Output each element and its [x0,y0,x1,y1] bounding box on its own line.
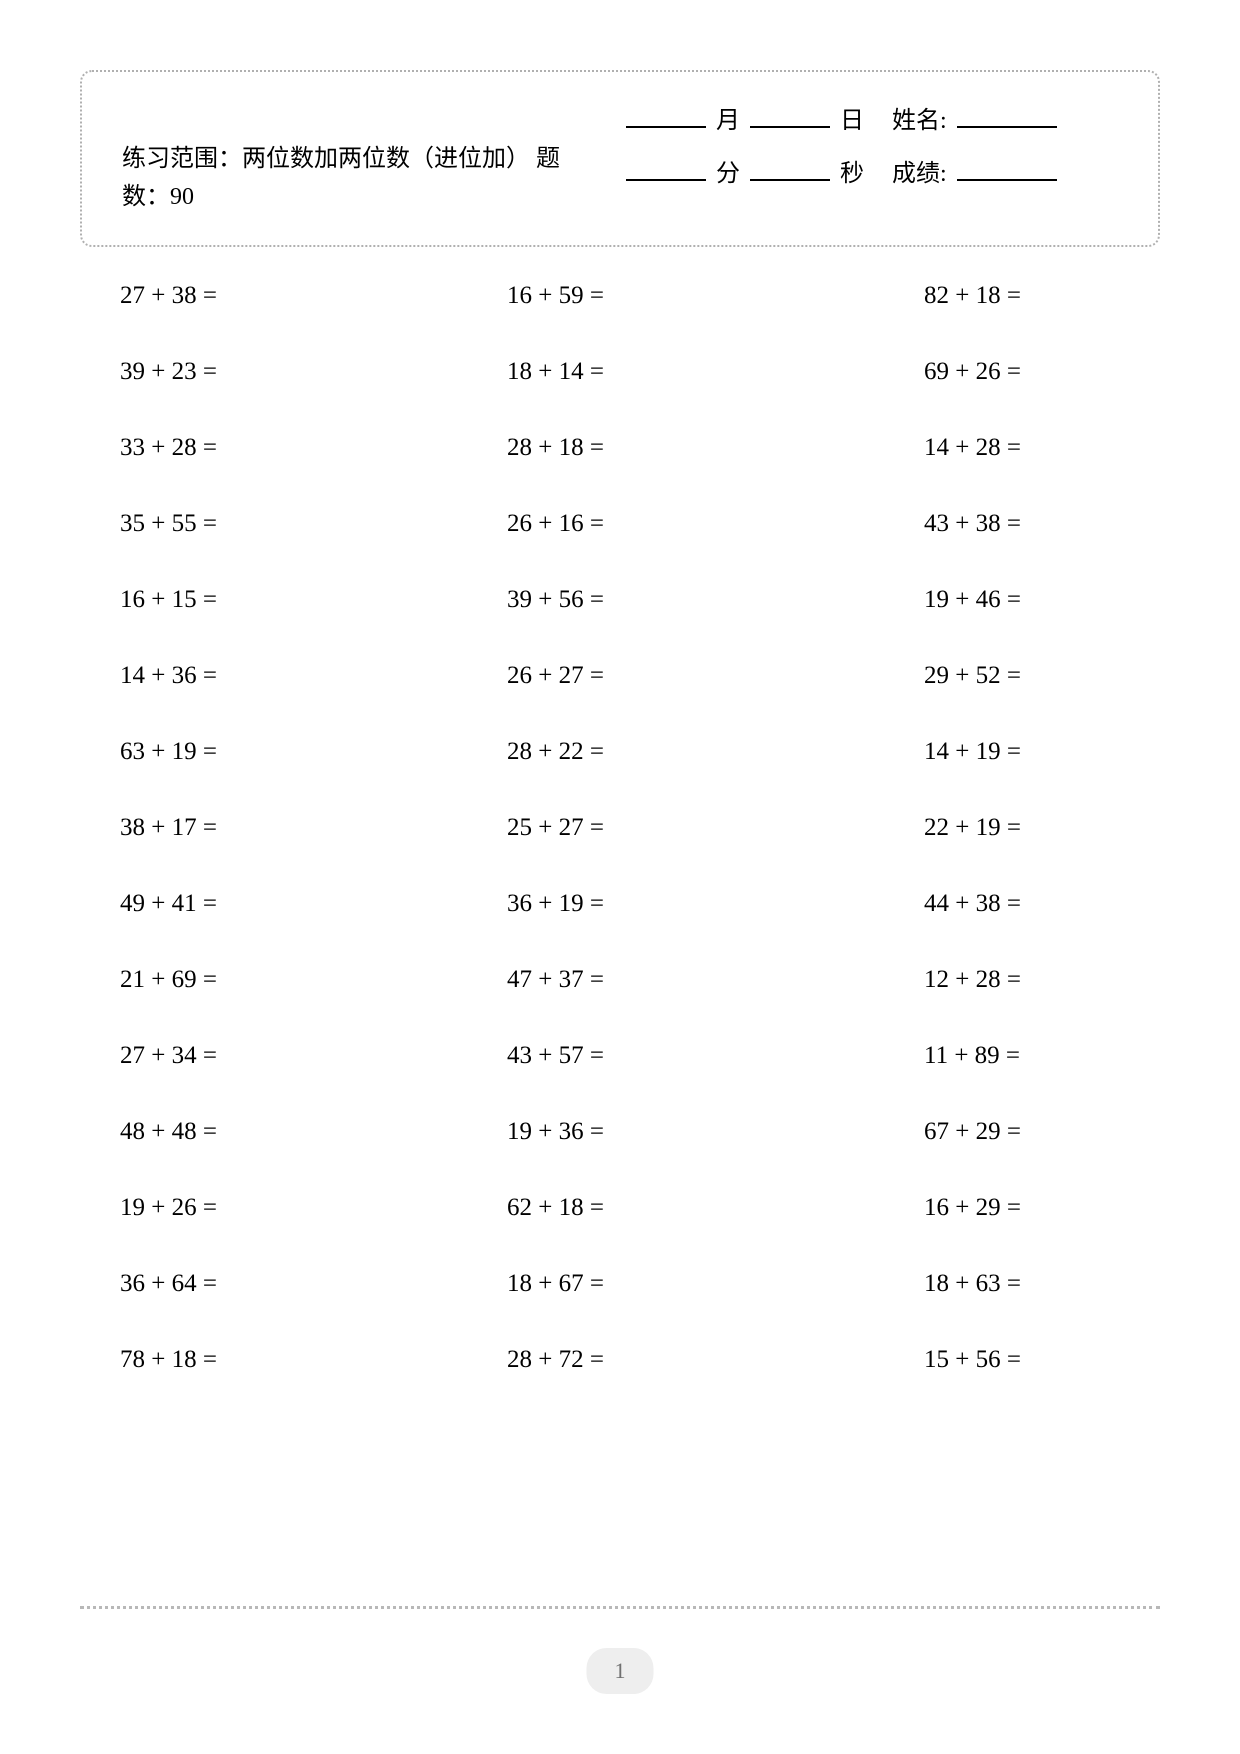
header-right: 月 日 姓名: 分 秒 成绩: [620,100,1118,206]
problem-row: 19 + 26 = 62 + 18 = 16 + 29 = [110,1194,1130,1222]
page-number: 1 [615,1658,626,1683]
page-container: 练习范围：两位数加两位数（进位加） 题数：90 月 日 姓名: 分 秒 [0,0,1240,1754]
problem-cell: 26 + 27 = [467,662,773,690]
practice-scope: 练习范围：两位数加两位数（进位加） 题数：90 [122,100,600,217]
problem-row: 78 + 18 = 28 + 72 = 15 + 56 = [110,1346,1130,1374]
problem-cell: 27 + 38 = [110,282,416,310]
problem-cell: 47 + 37 = [467,966,773,994]
problem-row: 14 + 36 = 26 + 27 = 29 + 52 = [110,662,1130,690]
problem-cell: 43 + 38 = [824,510,1130,538]
problem-row: 27 + 38 = 16 + 59 = 82 + 18 = [110,282,1130,310]
problem-cell: 11 + 89 = [824,1042,1130,1070]
name-blank[interactable] [957,126,1057,128]
problem-cell: 26 + 16 = [467,510,773,538]
problem-cell: 28 + 22 = [467,738,773,766]
bottom-divider [80,1606,1160,1609]
problem-cell: 36 + 19 = [467,890,773,918]
time-score-line: 分 秒 成绩: [620,153,1118,188]
problem-cell: 22 + 19 = [824,814,1130,842]
problem-row: 38 + 17 = 25 + 27 = 22 + 19 = [110,814,1130,842]
problems-container: 27 + 38 = 16 + 59 = 82 + 18 = 39 + 23 = 18 +… [80,282,1160,1374]
problem-cell: 82 + 18 = [824,282,1130,310]
problem-cell: 69 + 26 = [824,358,1130,386]
problem-cell: 18 + 14 = [467,358,773,386]
problem-cell: 33 + 28 = [110,434,416,462]
problem-cell: 18 + 63 = [824,1270,1130,1298]
problem-cell: 78 + 18 = [110,1346,416,1374]
minute-blank[interactable] [626,179,706,181]
problem-cell: 44 + 38 = [824,890,1130,918]
problem-cell: 12 + 28 = [824,966,1130,994]
page-number-container: 1 [587,1648,654,1694]
problem-cell: 48 + 48 = [110,1118,416,1146]
problem-row: 49 + 41 = 36 + 19 = 44 + 38 = [110,890,1130,918]
problem-cell: 36 + 64 = [110,1270,416,1298]
problem-cell: 16 + 59 = [467,282,773,310]
problem-cell: 16 + 15 = [110,586,416,614]
problem-row: 63 + 19 = 28 + 22 = 14 + 19 = [110,738,1130,766]
problem-row: 33 + 28 = 28 + 18 = 14 + 28 = [110,434,1130,462]
problem-cell: 38 + 17 = [110,814,416,842]
problem-row: 27 + 34 = 43 + 57 = 11 + 89 = [110,1042,1130,1070]
problem-cell: 43 + 57 = [467,1042,773,1070]
problem-row: 39 + 23 = 18 + 14 = 69 + 26 = [110,358,1130,386]
problem-row: 48 + 48 = 19 + 36 = 67 + 29 = [110,1118,1130,1146]
name-label: 姓名: [892,100,947,135]
problem-cell: 49 + 41 = [110,890,416,918]
problem-cell: 39 + 56 = [467,586,773,614]
problem-cell: 15 + 56 = [824,1346,1130,1374]
day-blank[interactable] [750,126,830,128]
problem-cell: 39 + 23 = [110,358,416,386]
problem-cell: 62 + 18 = [467,1194,773,1222]
problem-cell: 63 + 19 = [110,738,416,766]
problem-row: 16 + 15 = 39 + 56 = 19 + 46 = [110,586,1130,614]
problem-cell: 14 + 19 = [824,738,1130,766]
minute-label: 分 [716,153,740,188]
score-label: 成绩: [892,153,947,188]
problem-row: 36 + 64 = 18 + 67 = 18 + 63 = [110,1270,1130,1298]
month-blank[interactable] [626,126,706,128]
problem-row: 21 + 69 = 47 + 37 = 12 + 28 = [110,966,1130,994]
problem-cell: 35 + 55 = [110,510,416,538]
problem-cell: 14 + 28 = [824,434,1130,462]
problem-cell: 14 + 36 = [110,662,416,690]
problem-cell: 19 + 46 = [824,586,1130,614]
problem-cell: 25 + 27 = [467,814,773,842]
header-box: 练习范围：两位数加两位数（进位加） 题数：90 月 日 姓名: 分 秒 [80,70,1160,247]
problem-cell: 67 + 29 = [824,1118,1130,1146]
second-label: 秒 [840,153,864,188]
problem-cell: 19 + 26 = [110,1194,416,1222]
second-blank[interactable] [750,179,830,181]
problem-cell: 16 + 29 = [824,1194,1130,1222]
problem-cell: 27 + 34 = [110,1042,416,1070]
problem-cell: 19 + 36 = [467,1118,773,1146]
problem-cell: 28 + 18 = [467,434,773,462]
problem-cell: 21 + 69 = [110,966,416,994]
problem-cell: 28 + 72 = [467,1346,773,1374]
day-label: 日 [840,100,864,135]
problem-row: 35 + 55 = 26 + 16 = 43 + 38 = [110,510,1130,538]
date-line: 月 日 姓名: [620,100,1118,135]
header-row: 练习范围：两位数加两位数（进位加） 题数：90 月 日 姓名: 分 秒 [122,100,1118,217]
problem-cell: 18 + 67 = [467,1270,773,1298]
month-label: 月 [716,100,740,135]
problem-cell: 29 + 52 = [824,662,1130,690]
score-blank[interactable] [957,179,1057,181]
